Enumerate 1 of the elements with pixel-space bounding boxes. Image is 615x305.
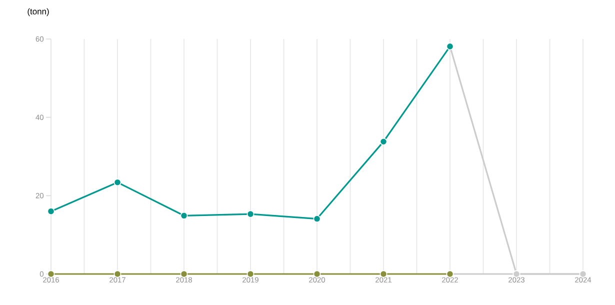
y-axis-title: (tonn)	[28, 8, 49, 16]
